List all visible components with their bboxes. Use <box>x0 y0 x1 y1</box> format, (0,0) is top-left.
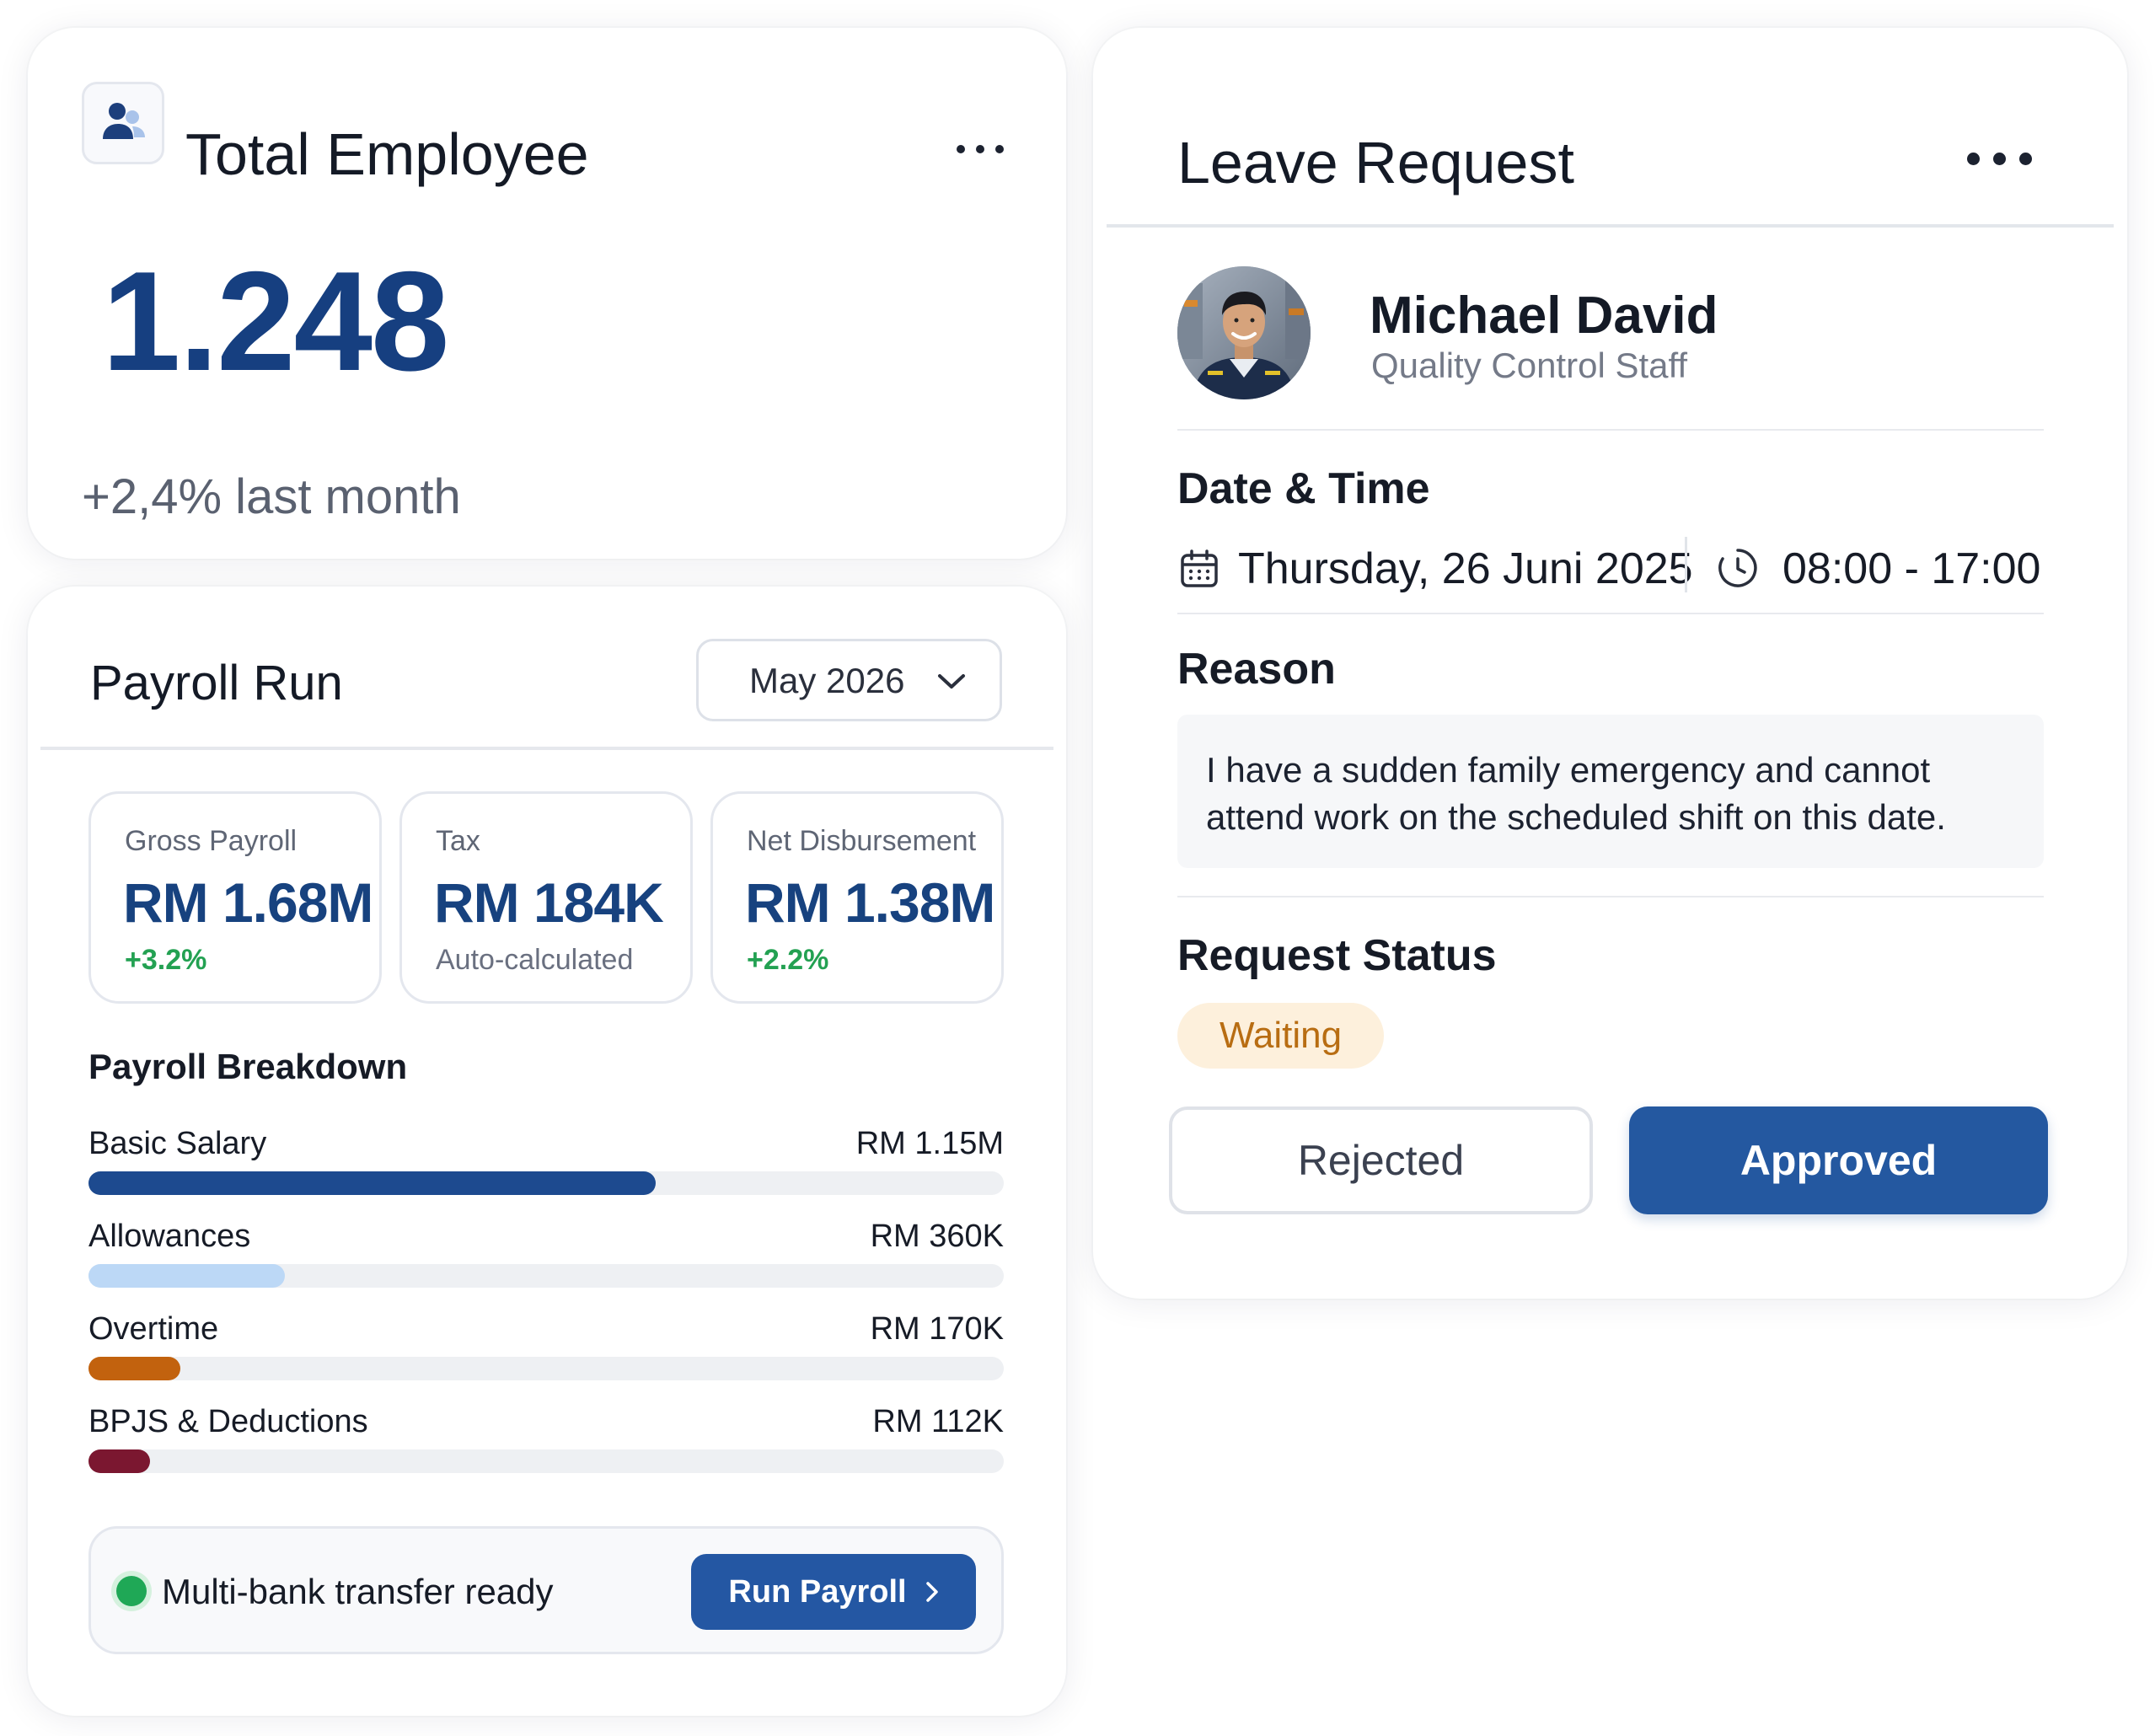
transfer-status-text: Multi-bank transfer ready <box>162 1572 554 1611</box>
divider <box>1177 429 2044 431</box>
run-payroll-button[interactable]: Run Payroll <box>691 1554 976 1630</box>
stat-tax: Tax RM 184K Auto-calculated <box>399 791 693 1004</box>
reason-box: I have a sudden family emergency and can… <box>1177 715 2044 868</box>
status-dot <box>116 1576 147 1606</box>
stat-note: Auto-calculated <box>436 944 634 976</box>
breakdown-title: Payroll Breakdown <box>88 1047 408 1086</box>
stat-change: +3.2% <box>125 944 207 976</box>
approve-button[interactable]: Approved <box>1629 1106 2048 1214</box>
date-time-row: Thursday, 26 Juni 2025 08:00 - 17:00 <box>1177 537 2045 596</box>
employee-count: 1.248 <box>102 242 449 400</box>
stat-net-disbursement: Net Disbursement RM 1.38M +2.2% <box>710 791 1004 1004</box>
breakdown-name: Overtime <box>88 1311 219 1347</box>
divider <box>1107 224 2114 228</box>
month-select-value: May 2026 <box>749 661 905 700</box>
calendar-icon <box>1181 549 1218 587</box>
reason-text: I have a sudden family emergency and can… <box>1206 750 1946 837</box>
stat-value: RM 184K <box>434 871 664 934</box>
employee-avatar <box>1177 266 1311 399</box>
breakdown-name: BPJS & Deductions <box>88 1404 368 1439</box>
progress-fill <box>88 1264 286 1288</box>
stat-change: +2.2% <box>747 944 829 976</box>
clock-icon <box>1718 549 1757 587</box>
progress-track <box>88 1449 1004 1473</box>
payroll-run-card: Payroll Run May 2026 Gross Payroll RM 1.… <box>28 587 1066 1716</box>
breakdown-name: Allowances <box>88 1219 251 1254</box>
stat-gross-payroll: Gross Payroll RM 1.68M +3.2% <box>88 791 382 1004</box>
more-horizontal-icon[interactable] <box>957 145 1004 153</box>
divider <box>1177 896 2044 897</box>
stat-value: RM 1.38M <box>745 871 995 934</box>
progress-fill <box>88 1357 180 1380</box>
breakdown-amount: RM 360K <box>870 1219 1004 1254</box>
more-horizontal-icon[interactable] <box>1967 153 2032 165</box>
chevron-right-icon <box>925 1582 938 1602</box>
breakdown-item-bpjs-deductions: BPJS & Deductions RM 112K <box>88 1402 1004 1478</box>
breakdown-item-basic-salary: Basic Salary RM 1.15M <box>88 1124 1004 1200</box>
stat-label: Gross Payroll <box>125 825 298 857</box>
progress-track <box>88 1171 1004 1195</box>
employee-role: Quality Control Staff <box>1371 346 1688 385</box>
breakdown-amount: RM 112K <box>872 1404 1004 1439</box>
card-title: Leave Request <box>1177 130 1574 196</box>
leave-request-card: Leave Request <box>1093 28 2127 1299</box>
stat-label: Net Disbursement <box>747 825 977 857</box>
growth-text: +2,4% last month <box>82 469 461 524</box>
stat-label: Tax <box>436 825 480 857</box>
approve-button-label: Approved <box>1740 1137 1938 1184</box>
user-group-icon <box>82 82 164 164</box>
leave-time: 08:00 - 17:00 <box>1782 544 2041 593</box>
transfer-status-bar: Multi-bank transfer ready Run Payroll <box>88 1526 1004 1654</box>
stat-value: RM 1.68M <box>123 871 373 934</box>
divider <box>1177 613 2044 614</box>
breakdown-item-allowances: Allowances RM 360K <box>88 1217 1004 1293</box>
reject-button-label: Rejected <box>1297 1137 1465 1184</box>
total-employee-card: Total Employee 1.248 +2,4% last month <box>28 28 1066 559</box>
progress-track <box>88 1357 1004 1380</box>
progress-fill <box>88 1171 657 1195</box>
employee-name: Michael David <box>1370 287 1718 345</box>
progress-track <box>88 1264 1004 1288</box>
status-badge: Waiting <box>1177 1003 1384 1069</box>
progress-fill <box>88 1449 150 1473</box>
leave-date: Thursday, 26 Juni 2025 <box>1238 544 1693 593</box>
month-select[interactable]: May 2026 <box>696 639 1002 721</box>
divider <box>1685 537 1687 592</box>
breakdown-name: Basic Salary <box>88 1126 267 1161</box>
request-status-title: Request Status <box>1177 931 1497 980</box>
card-title: Total Employee <box>185 121 589 187</box>
date-time-title: Date & Time <box>1177 464 1430 513</box>
breakdown-amount: RM 1.15M <box>855 1126 1004 1161</box>
reject-button[interactable]: Rejected <box>1169 1106 1593 1214</box>
breakdown-item-overtime: Overtime RM 170K <box>88 1310 1004 1385</box>
reason-title: Reason <box>1177 645 1336 694</box>
chevron-down-icon <box>938 674 965 689</box>
breakdown-amount: RM 170K <box>870 1311 1004 1347</box>
divider <box>40 747 1053 750</box>
card-title: Payroll Run <box>90 656 343 710</box>
run-payroll-label: Run Payroll <box>728 1573 907 1610</box>
